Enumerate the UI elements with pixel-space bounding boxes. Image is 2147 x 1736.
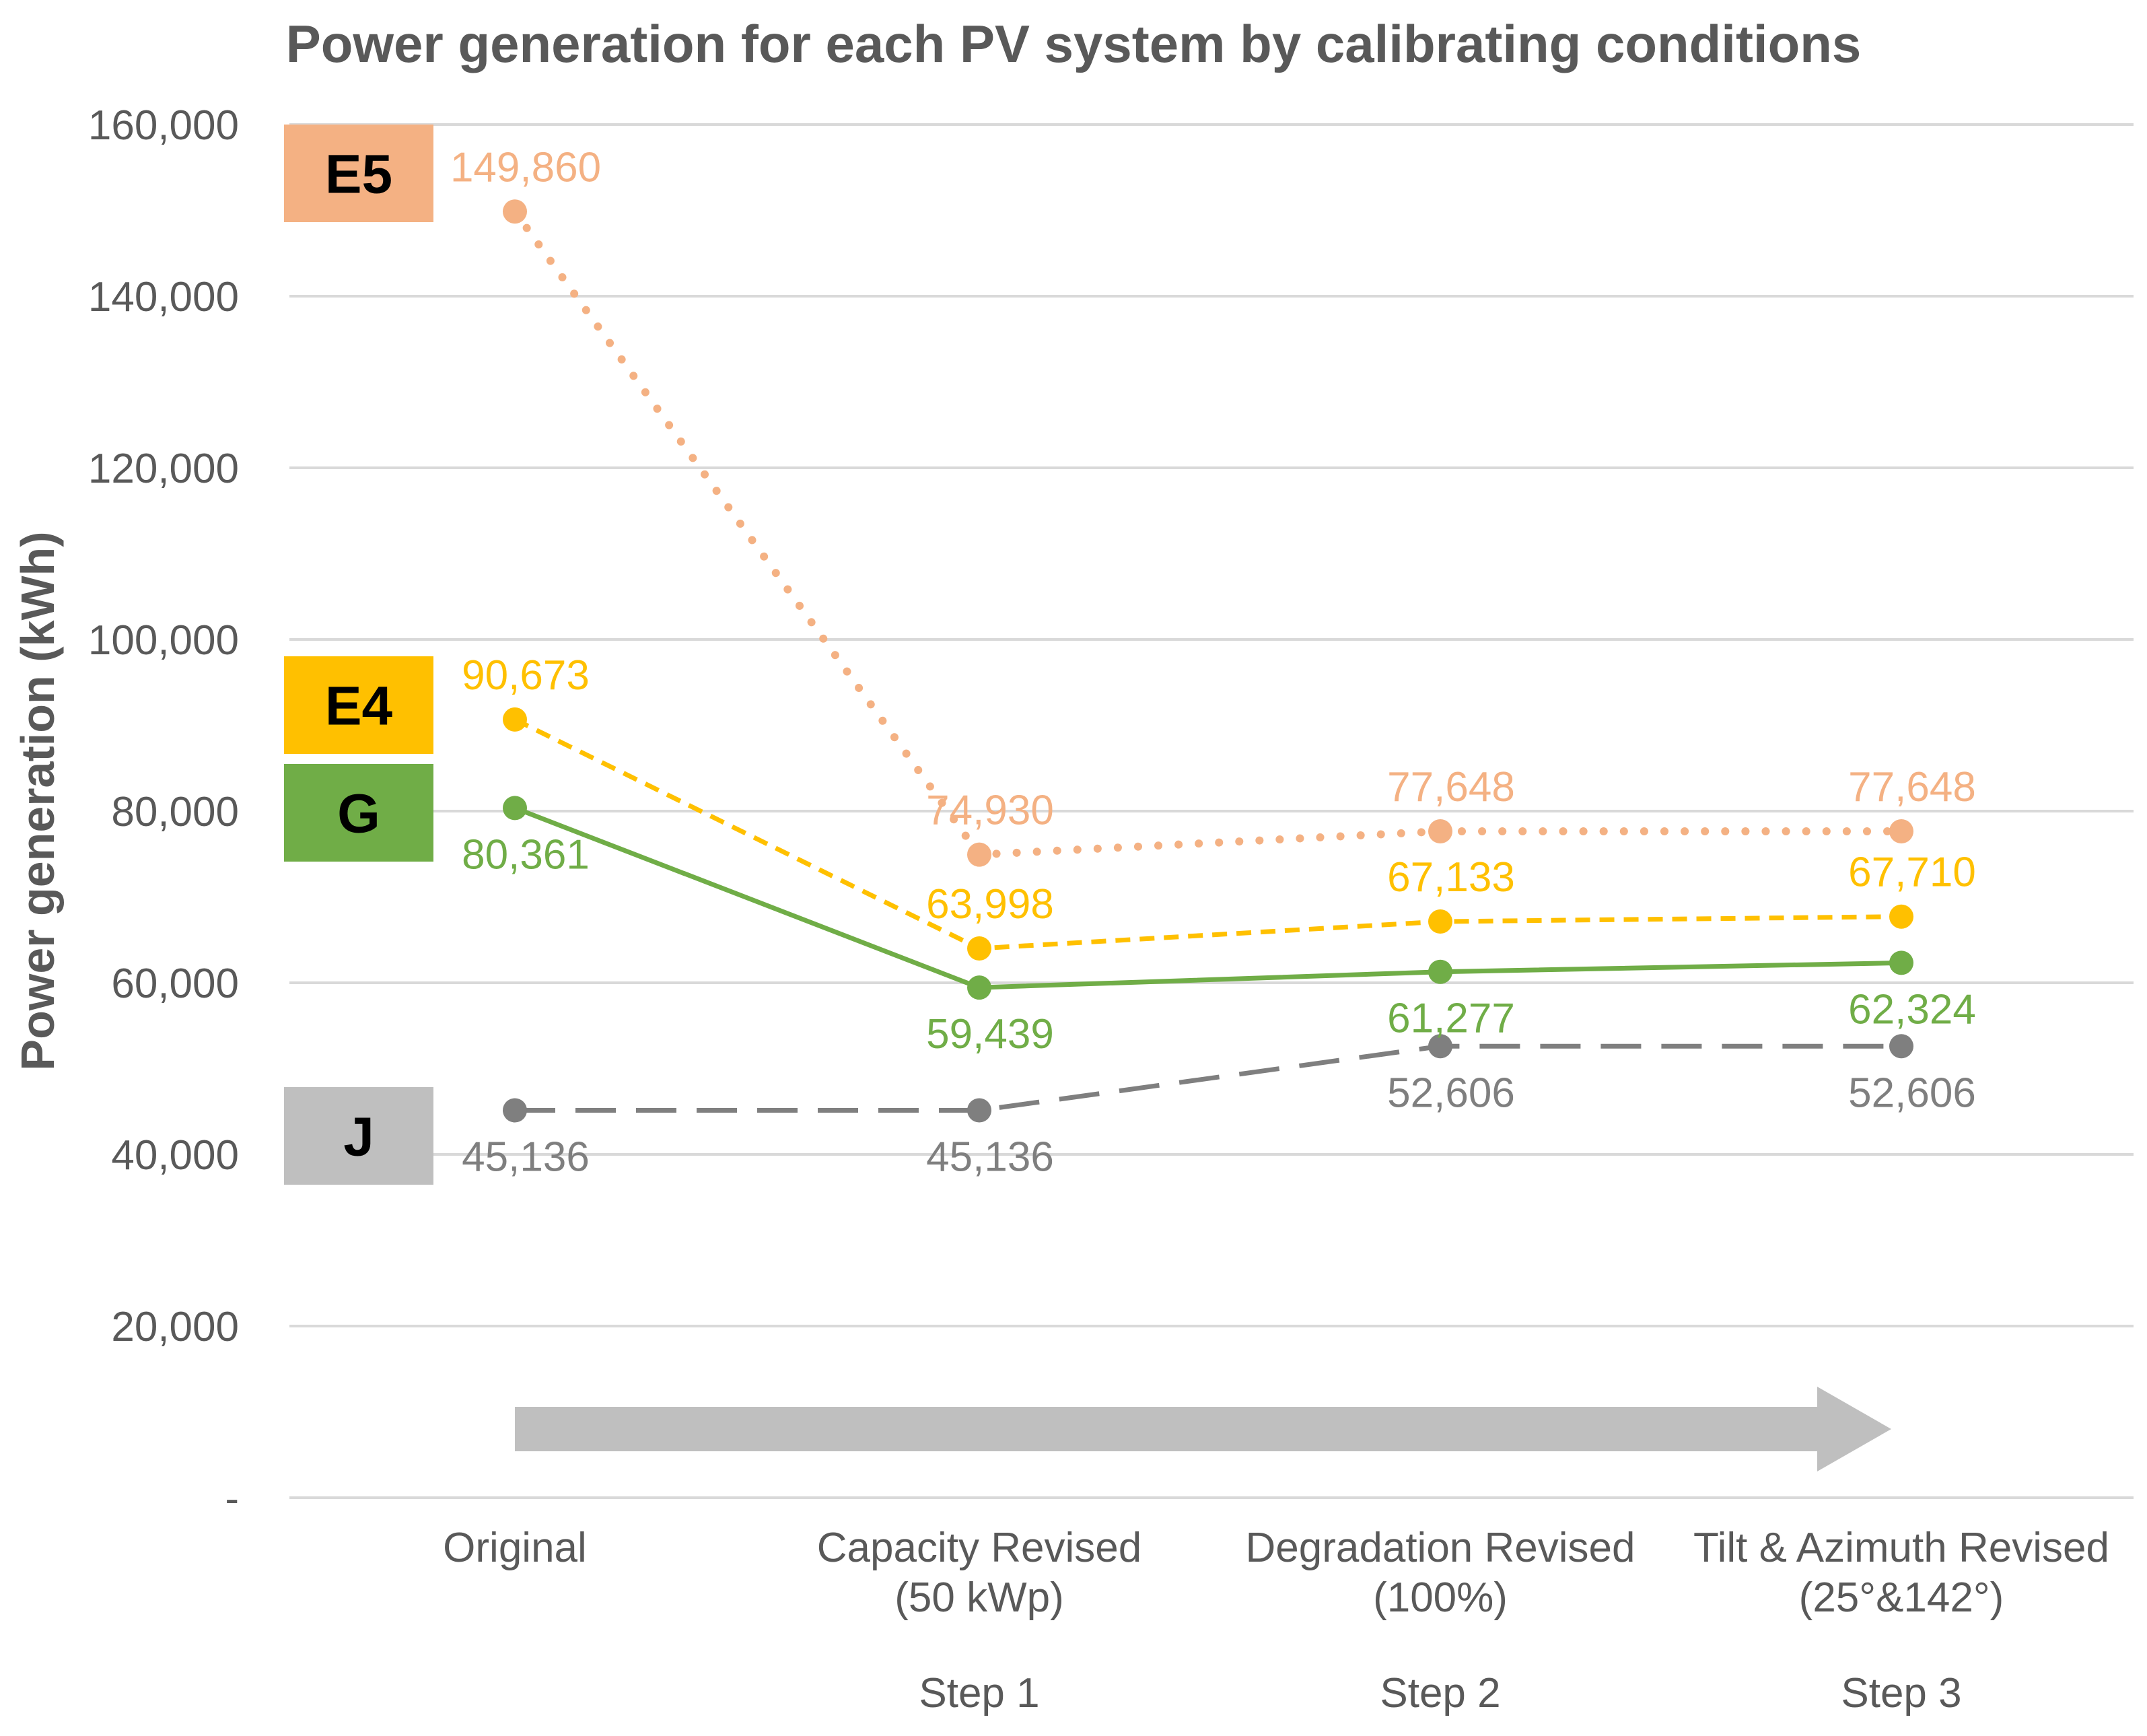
progress-arrow — [515, 1387, 1891, 1471]
data-point-e4 — [503, 707, 527, 732]
data-label-g: 80,361 — [462, 831, 590, 878]
series-points — [503, 199, 1913, 1123]
x-tick-label: Tilt & Azimuth Revised — [1693, 1525, 2109, 1571]
series-line-e5 — [511, 207, 1905, 859]
data-labels: 149,860 74,930 77,648 77,648 90,673 63,998 67,… — [450, 144, 1976, 1180]
x-tick-sublabel: (25°&142°) — [1799, 1574, 2004, 1621]
series-badge-label: G — [337, 784, 380, 845]
x-tick-sublabel: (100%) — [1373, 1574, 1508, 1621]
series-badge-label: J — [343, 1107, 374, 1168]
x-step-label: Step 3 — [1841, 1670, 1961, 1716]
data-point-g — [503, 796, 527, 821]
data-point-j — [1889, 1034, 1913, 1059]
data-label-e5: 149,860 — [450, 144, 601, 190]
series-badge-label: E5 — [325, 144, 392, 205]
data-point-j — [967, 1098, 991, 1123]
series-badge-e5 — [284, 125, 433, 222]
series-badge-j — [284, 1087, 433, 1185]
series-badge-g — [284, 764, 433, 862]
x-tick-labels: Original Capacity Revised(50 kWp) Step 1 De… — [443, 1525, 2109, 1716]
y-tick-label: 100,000 — [88, 617, 239, 664]
data-label-e4: 90,673 — [462, 652, 590, 699]
y-tick-label: 60,000 — [111, 961, 239, 1007]
y-tick-label: 20,000 — [111, 1304, 239, 1350]
data-label-j: 45,136 — [462, 1134, 590, 1181]
series-line-j — [515, 1043, 1901, 1113]
x-step-label: Step 1 — [919, 1670, 1039, 1716]
series-line-e4 — [514, 717, 1902, 951]
y-tick-label: 160,000 — [88, 102, 239, 149]
y-tick-label: 140,000 — [88, 274, 239, 320]
data-point-e5 — [503, 199, 527, 224]
x-step-label: Step 2 — [1380, 1670, 1500, 1716]
data-point-e4 — [967, 936, 991, 961]
data-label-e4: 67,710 — [1848, 849, 1976, 896]
series-badge-e4 — [284, 656, 433, 754]
progress-arrow — [515, 1387, 1891, 1471]
data-label-j: 52,606 — [1387, 1070, 1515, 1116]
data-label-e5: 77,648 — [1387, 764, 1515, 810]
y-tick-label: 40,000 — [111, 1132, 239, 1179]
data-label-e5: 77,648 — [1848, 764, 1976, 810]
y-axis-label: Power generation (kWh) — [11, 531, 64, 1070]
x-tick-label: Degradation Revised — [1245, 1525, 1635, 1571]
data-point-e5 — [967, 842, 991, 867]
data-point-g — [1889, 950, 1913, 975]
data-point-g — [1428, 959, 1452, 984]
data-point-e5 — [1889, 819, 1913, 843]
y-tick-label: - — [225, 1475, 239, 1522]
data-point-g — [967, 975, 991, 1000]
data-label-e5: 74,930 — [926, 788, 1054, 834]
series-badge-label: E4 — [325, 676, 393, 737]
data-label-e4: 67,133 — [1387, 854, 1515, 901]
y-tick-labels: - 20,000 40,000 60,000 80,000 100,000 120,000 1… — [88, 102, 239, 1522]
x-tick-label: Original — [443, 1525, 587, 1571]
x-tick-sublabel: (50 kWp) — [894, 1574, 1063, 1621]
y-tick-label: 120,000 — [88, 446, 239, 492]
series-badges: E5 E4 G J — [284, 125, 433, 1185]
data-label-e4: 63,998 — [926, 881, 1054, 928]
x-tick-label: Capacity Revised — [817, 1525, 1141, 1571]
gridlines — [289, 123, 2134, 1499]
chart-title: Power generation for each PV system by c… — [286, 14, 1862, 73]
data-label-g: 59,439 — [926, 1011, 1054, 1057]
data-point-j — [1428, 1034, 1452, 1059]
data-point-e4 — [1428, 909, 1452, 934]
data-point-e5 — [1428, 819, 1452, 843]
data-label-j: 45,136 — [926, 1134, 1054, 1181]
data-label-g: 61,277 — [1387, 996, 1515, 1042]
series-lines — [511, 207, 1905, 1113]
data-point-j — [503, 1098, 527, 1123]
series-line-g — [514, 806, 1902, 990]
y-tick-label: 80,000 — [111, 789, 239, 835]
data-point-e4 — [1889, 904, 1913, 929]
data-label-g: 62,324 — [1848, 986, 1976, 1033]
data-label-j: 52,606 — [1848, 1070, 1976, 1116]
